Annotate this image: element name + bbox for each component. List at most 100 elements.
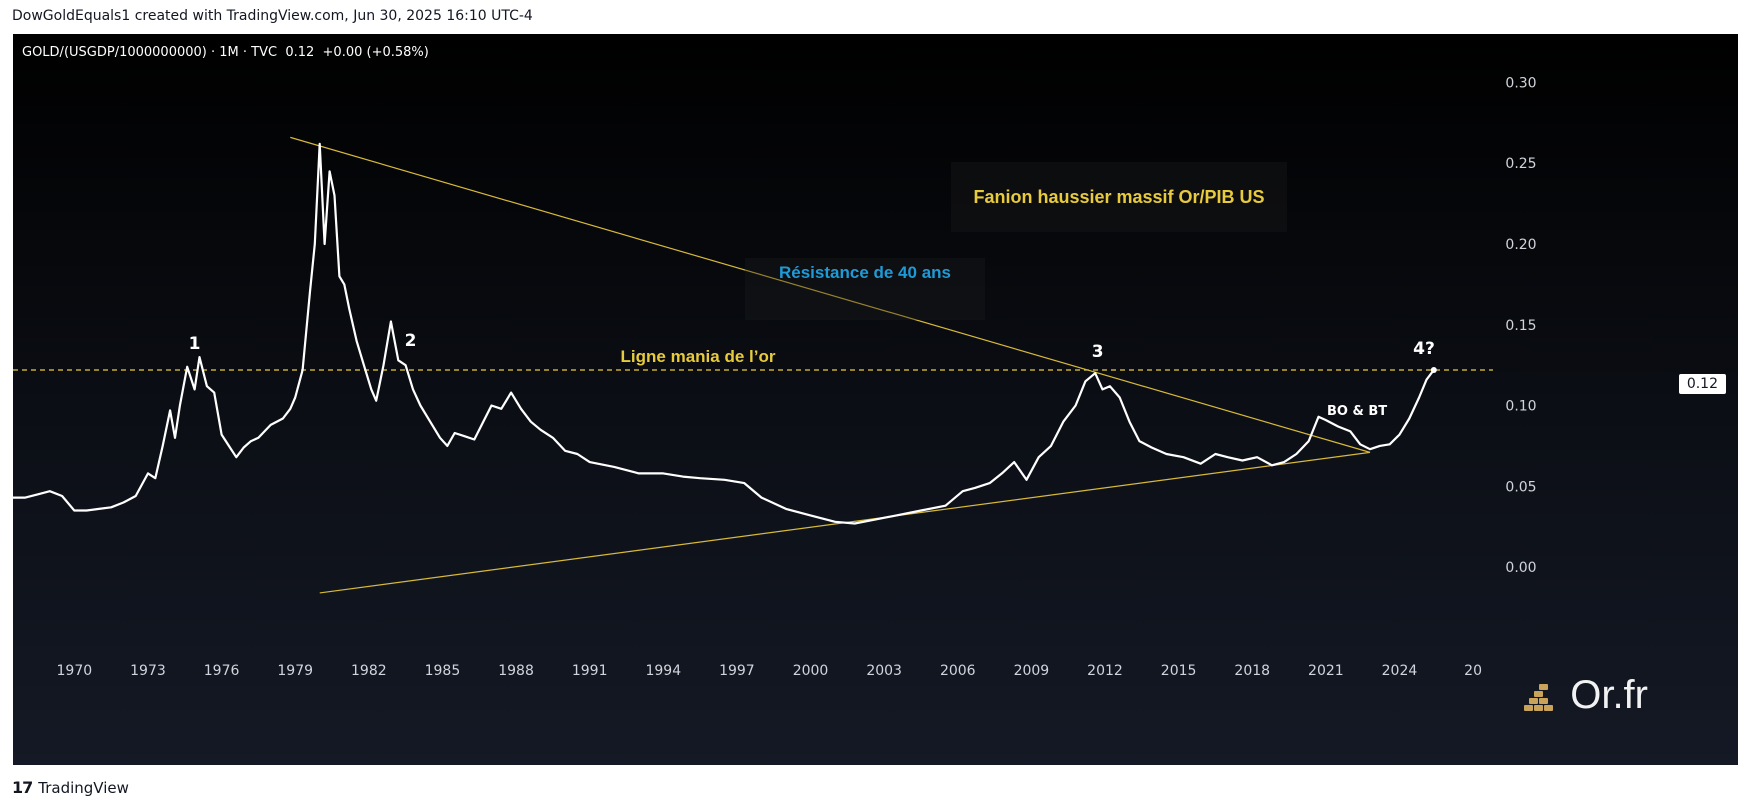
- data-point: [871, 519, 873, 522]
- data-point: [309, 291, 311, 294]
- data-point: [920, 509, 922, 512]
- data-point: [363, 364, 365, 366]
- price-chart[interactable]: 0.30 0.25 0.20 0.15 0.10 0.05 0.00 1970 1973 1976…: [13, 34, 1738, 765]
- data-point: [662, 472, 665, 475]
- data-point: [1094, 372, 1096, 375]
- data-point: [463, 435, 466, 438]
- data-point: [1349, 430, 1352, 433]
- pennant-annotation-text: Fanion haussier massif Or/PIB US: [973, 187, 1265, 207]
- data-point: [500, 407, 503, 410]
- data-point: [269, 424, 272, 426]
- data-point: [328, 170, 331, 173]
- bo-bt-label: BO & BT: [1327, 404, 1388, 419]
- data-point: [1150, 446, 1153, 449]
- x-tick-label: 1988: [498, 663, 534, 679]
- x-tick-label: 1970: [57, 663, 93, 679]
- data-point: [564, 449, 566, 452]
- data-point: [213, 391, 216, 394]
- data-point: [539, 428, 542, 431]
- data-point: [1062, 420, 1065, 423]
- resistance-annotation: Résistance de 40 ans: [745, 258, 985, 320]
- x-tick-label: 1973: [130, 663, 166, 679]
- x-tick-label: 20: [1464, 663, 1482, 679]
- data-point: [397, 359, 400, 362]
- wave-label: 4?: [1413, 339, 1435, 359]
- data-point: [134, 495, 137, 497]
- x-tick-label: 2021: [1308, 663, 1344, 679]
- tradingview-logo-icon: 17: [12, 778, 33, 797]
- data-point: [520, 407, 522, 410]
- data-point: [809, 514, 812, 517]
- data-point: [743, 482, 746, 484]
- x-tick-label: 2000: [793, 663, 829, 679]
- resistance-annotation-text: Résistance de 40 ans: [779, 263, 951, 282]
- data-point: [1295, 453, 1298, 455]
- y-tick-label: 0.05: [1505, 479, 1536, 495]
- data-point: [529, 420, 532, 423]
- y-tick-label: 0.25: [1505, 156, 1536, 172]
- current-price-badge: 0.12: [1678, 374, 1726, 394]
- x-tick-label: 2018: [1234, 663, 1270, 679]
- data-point: [1101, 388, 1104, 391]
- data-point: [355, 340, 358, 342]
- data-point: [36, 493, 39, 496]
- chart-area[interactable]: 0.30 0.25 0.20 0.15 0.10 0.05 0.00 1970 1973 1976…: [13, 34, 1738, 765]
- data-point: [1256, 456, 1258, 459]
- data-point: [98, 508, 100, 510]
- data-point: [338, 275, 341, 278]
- data-point: [257, 437, 260, 439]
- data-point: [785, 508, 787, 510]
- y-tick-label: 0.20: [1505, 237, 1536, 253]
- data-point: [1074, 404, 1077, 407]
- data-point: [1165, 453, 1168, 455]
- data-point: [13, 496, 14, 499]
- data-point: [186, 365, 189, 368]
- data-point: [412, 388, 414, 391]
- data-point: [404, 364, 407, 366]
- y-tick-label: 0.00: [1505, 560, 1536, 576]
- chart-caption: DowGoldEquals1 created with TradingView.…: [12, 8, 533, 24]
- data-point: [1271, 464, 1273, 467]
- data-point: [122, 501, 125, 504]
- data-point: [1199, 462, 1202, 465]
- tradingview-footer: 17 TradingView: [12, 778, 129, 797]
- data-point: [1388, 443, 1391, 446]
- data-point: [1025, 479, 1028, 481]
- data-point: [110, 506, 112, 509]
- symbol-legend[interactable]: GOLD/(USGDP/1000000000) · 1M · TVC 0.12 …: [22, 45, 429, 60]
- data-point: [235, 456, 238, 459]
- data-point: [853, 522, 856, 525]
- data-point: [419, 404, 422, 407]
- data-point: [147, 472, 149, 475]
- data-point: [429, 420, 431, 423]
- data-point: [1214, 453, 1217, 455]
- data-point: [289, 407, 292, 410]
- pennant-annotation: Fanion haussier massif Or/PIB US: [951, 162, 1287, 232]
- resistance-trendline: [290, 136, 1371, 453]
- data-point: [73, 509, 76, 512]
- x-tick-label: 1997: [719, 663, 755, 679]
- data-point: [1379, 445, 1381, 447]
- data-point: [552, 437, 554, 439]
- data-point: [834, 521, 836, 523]
- wave-label: 2: [405, 331, 417, 351]
- data-point: [1317, 416, 1320, 418]
- x-tick-label: 1994: [645, 663, 681, 679]
- x-tick-label: 2006: [940, 663, 976, 679]
- data-point: [301, 369, 304, 371]
- data-point: [576, 453, 579, 455]
- x-tick-label: 2009: [1014, 663, 1050, 679]
- last-price-marker: [1430, 367, 1437, 373]
- data-point: [1425, 378, 1428, 381]
- data-point: [453, 432, 456, 434]
- data-point: [1398, 433, 1401, 436]
- data-point: [154, 477, 157, 480]
- data-point: [1359, 443, 1362, 446]
- data-point: [343, 283, 346, 286]
- x-tick-label: 1976: [204, 663, 240, 679]
- data-point: [1307, 440, 1310, 442]
- tradingview-footer-text: TradingView: [38, 778, 129, 797]
- data-point: [1001, 472, 1003, 475]
- orfr-logo: Or.fr: [1524, 675, 1648, 715]
- data-point: [382, 364, 385, 366]
